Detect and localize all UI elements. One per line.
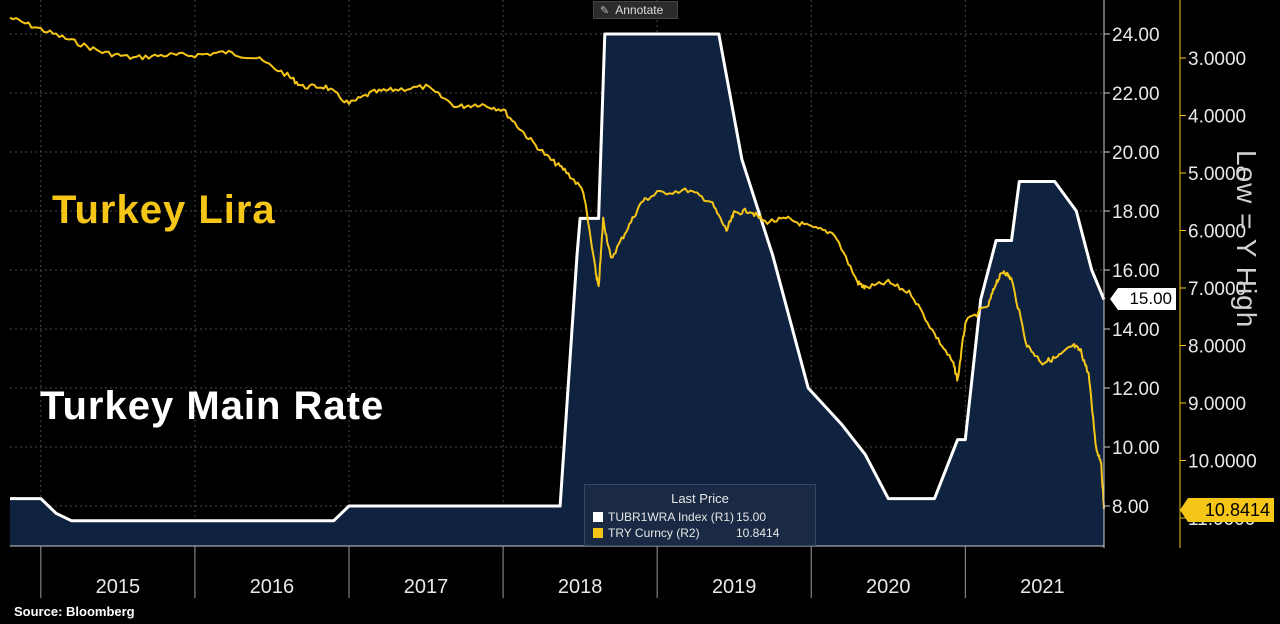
- r2-tick-label-4: 7.0000: [1188, 279, 1246, 300]
- source-note: Source: Bloomberg: [14, 604, 135, 619]
- right-axis-title: Low = Y High: [1231, 150, 1262, 329]
- legend-box: Last Price TUBR1WRA Index (R1) 15.00 TRY…: [584, 484, 816, 546]
- legend-value-lira: 10.8414: [736, 526, 780, 540]
- r1-tick-label-7: 22.00: [1112, 84, 1160, 105]
- x-tick-label-0: 2015: [96, 576, 141, 598]
- legend-row-rate: TUBR1WRA Index (R1) 15.00: [585, 509, 815, 525]
- x-tick-label-6: 2021: [1020, 576, 1065, 598]
- r2-tick-label-6: 9.0000: [1188, 394, 1246, 415]
- legend-name-rate: TUBR1WRA Index (R1): [608, 510, 735, 524]
- rate-last-price-badge: 15.00: [1110, 288, 1176, 310]
- legend-value-rate: 15.00: [736, 510, 767, 524]
- legend-name-lira: TRY Curncy (R2): [608, 526, 700, 540]
- r1-tick-label-2: 12.00: [1112, 379, 1160, 400]
- x-tick-label-1: 2016: [250, 576, 295, 598]
- pen-icon: ✎: [600, 4, 610, 17]
- lira-series-label: Turkey Lira: [52, 188, 276, 232]
- rate-line: [10, 32, 1106, 523]
- r2-tick-label-7: 10.0000: [1188, 452, 1257, 473]
- legend-swatch-rate: [593, 512, 603, 522]
- annotate-label: Annotate: [615, 3, 664, 17]
- r2-tick-label-2: 5.0000: [1188, 164, 1246, 185]
- x-tick-label-3: 2018: [558, 576, 603, 598]
- rate-series-label: Turkey Main Rate: [40, 384, 385, 428]
- r1-tick-label-1: 10.00: [1112, 438, 1160, 459]
- r2-tick-label-3: 6.0000: [1188, 222, 1246, 243]
- rate-area: [10, 34, 1104, 546]
- r1-tick-label-4: 16.00: [1112, 261, 1160, 282]
- x-tick-label-2: 2017: [404, 576, 449, 598]
- legend-title: Last Price: [671, 491, 729, 506]
- r1-tick-label-8: 24.00: [1112, 25, 1160, 46]
- x-tick-label-4: 2019: [712, 576, 757, 598]
- r1-tick-label-0: 8.00: [1112, 497, 1149, 518]
- r1-tick-label-5: 18.00: [1112, 202, 1160, 223]
- lira-last-price-badge: 10.8414: [1180, 498, 1274, 522]
- r2-tick-label-0: 3.0000: [1188, 49, 1246, 70]
- annotate-button[interactable]: ✎ Annotate: [593, 1, 678, 19]
- r2-tick-label-1: 4.0000: [1188, 107, 1246, 128]
- r2-tick-label-5: 8.0000: [1188, 337, 1246, 358]
- legend-row-lira: TRY Curncy (R2) 10.8414: [585, 525, 815, 541]
- r1-tick-label-3: 14.00: [1112, 320, 1160, 341]
- legend-swatch-lira: [593, 528, 603, 538]
- x-tick-label-5: 2020: [866, 576, 911, 598]
- lira-line: [9, 16, 1105, 509]
- r1-tick-label-6: 20.00: [1112, 143, 1160, 164]
